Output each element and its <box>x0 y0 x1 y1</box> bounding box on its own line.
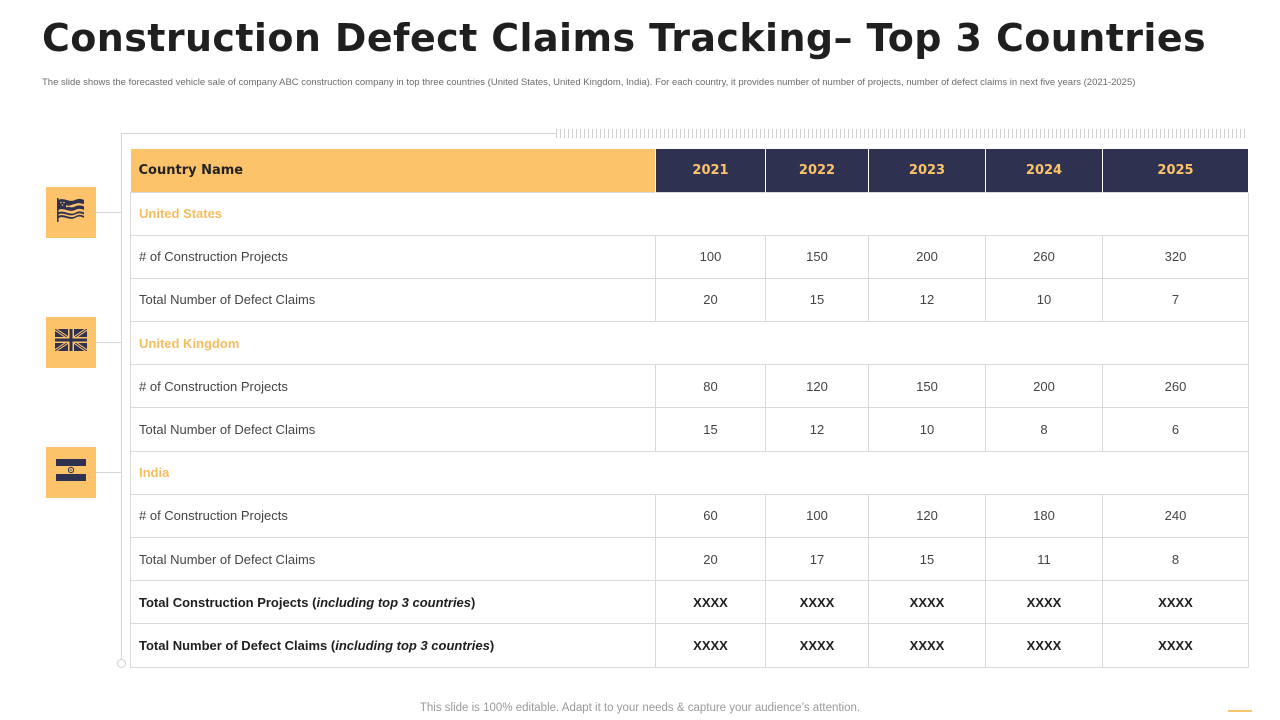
uk-flag-tile <box>46 317 96 368</box>
row-value: 8 <box>985 407 1103 452</box>
corner-accent <box>1228 710 1252 712</box>
total-value: XXXX <box>1102 623 1249 668</box>
row-value: 20 <box>655 536 766 582</box>
total-value: XXXX <box>765 623 869 668</box>
table-row: # of Construction Projects 100 150 200 260 32… <box>130 234 1249 279</box>
table-row: Total Number of Defect Claims 20 17 15 11 8 <box>130 536 1249 582</box>
claims-table: Country Name 2021 2022 2023 2024 2025 Un… <box>130 149 1249 668</box>
row-value: 260 <box>1102 364 1249 409</box>
total-value: XXXX <box>655 580 766 625</box>
table-body: United States # of Construction Projects 1… <box>130 191 1249 668</box>
header-year: 2021 <box>655 149 766 192</box>
frame-left-line <box>121 133 122 661</box>
row-value: 15 <box>655 407 766 452</box>
row-value: 7 <box>1102 277 1249 323</box>
row-value: 240 <box>1102 493 1249 539</box>
frame-top-line <box>121 133 556 134</box>
row-value: 200 <box>868 234 986 279</box>
row-value: 12 <box>765 407 869 452</box>
table-header-row: Country Name 2021 2022 2023 2024 2025 <box>130 149 1249 192</box>
row-value: 120 <box>765 364 869 409</box>
row-value: 120 <box>868 493 986 539</box>
country-name: India <box>130 450 1249 495</box>
row-label: # of Construction Projects <box>130 234 656 279</box>
row-label: Total Number of Defect Claims <box>130 407 656 452</box>
frame-end-dot <box>117 659 126 668</box>
total-value: XXXX <box>985 623 1103 668</box>
row-label: Total Number of Defect Claims <box>130 277 656 323</box>
row-value: 12 <box>868 277 986 323</box>
row-value: 60 <box>655 493 766 539</box>
total-value: XXXX <box>868 580 986 625</box>
total-value: XXXX <box>655 623 766 668</box>
row-label: # of Construction Projects <box>130 493 656 539</box>
us-flag-icon <box>55 196 87 229</box>
decorative-hatch <box>556 129 1246 138</box>
table-row: Total Number of Defect Claims 20 15 12 10 7 <box>130 277 1249 323</box>
total-label: Total Construction Projects (including t… <box>130 580 656 625</box>
row-value: 150 <box>765 234 869 279</box>
row-value: 15 <box>765 277 869 323</box>
row-value: 11 <box>985 536 1103 582</box>
country-row: United Kingdom <box>130 321 1249 366</box>
header-year: 2025 <box>1102 149 1249 192</box>
us-flag-connector <box>96 212 122 213</box>
footer-note: This slide is 100% editable. Adapt it to… <box>419 702 861 714</box>
table-row: # of Construction Projects 80 120 150 200 260 <box>130 364 1249 409</box>
uk-flag-icon <box>54 327 88 356</box>
header-country-name: Country Name <box>130 149 656 192</box>
header-year: 2022 <box>765 149 869 192</box>
row-value: 260 <box>985 234 1103 279</box>
row-value: 80 <box>655 364 766 409</box>
row-value: 10 <box>868 407 986 452</box>
india-flag-connector <box>96 472 122 473</box>
uk-flag-connector <box>96 342 122 343</box>
total-row: Total Number of Defect Claims (including… <box>130 623 1249 668</box>
row-value: 180 <box>985 493 1103 539</box>
india-flag-icon <box>56 459 86 486</box>
page-title: Construction Defect Claims Tracking– Top… <box>42 16 1207 60</box>
country-row: India <box>130 450 1249 495</box>
total-label-italic: including top 3 countries <box>316 594 472 610</box>
header-year: 2023 <box>868 149 986 192</box>
total-value: XXXX <box>868 623 986 668</box>
country-row: United States <box>130 191 1249 236</box>
table-row: Total Number of Defect Claims 15 12 10 8 6 <box>130 407 1249 452</box>
total-label-italic: including top 3 countries <box>335 637 490 653</box>
row-value: 20 <box>655 277 766 323</box>
row-value: 15 <box>868 536 986 582</box>
country-name: United Kingdom <box>130 321 1249 366</box>
country-name: United States <box>130 191 1249 236</box>
row-value: 150 <box>868 364 986 409</box>
header-year: 2024 <box>985 149 1103 192</box>
row-value: 320 <box>1102 234 1249 279</box>
total-value: XXXX <box>1102 580 1249 625</box>
row-value: 8 <box>1102 536 1249 582</box>
india-flag-tile <box>46 447 96 498</box>
row-value: 100 <box>655 234 766 279</box>
total-label: Total Number of Defect Claims (including… <box>130 623 656 668</box>
row-value: 17 <box>765 536 869 582</box>
total-label-main: Total Number of Defect Claims <box>139 637 328 653</box>
row-value: 100 <box>765 493 869 539</box>
total-value: XXXX <box>765 580 869 625</box>
total-label-main: Total Construction Projects <box>139 594 309 610</box>
row-label: Total Number of Defect Claims <box>130 536 656 582</box>
page-subtitle: The slide shows the forecasted vehicle s… <box>42 77 1136 88</box>
total-row: Total Construction Projects (including t… <box>130 580 1249 625</box>
row-value: 6 <box>1102 407 1249 452</box>
row-label: # of Construction Projects <box>130 364 656 409</box>
table-row: # of Construction Projects 60 100 120 180 240 <box>130 493 1249 539</box>
row-value: 10 <box>985 277 1103 323</box>
total-value: XXXX <box>985 580 1103 625</box>
us-flag-tile <box>46 187 96 238</box>
row-value: 200 <box>985 364 1103 409</box>
